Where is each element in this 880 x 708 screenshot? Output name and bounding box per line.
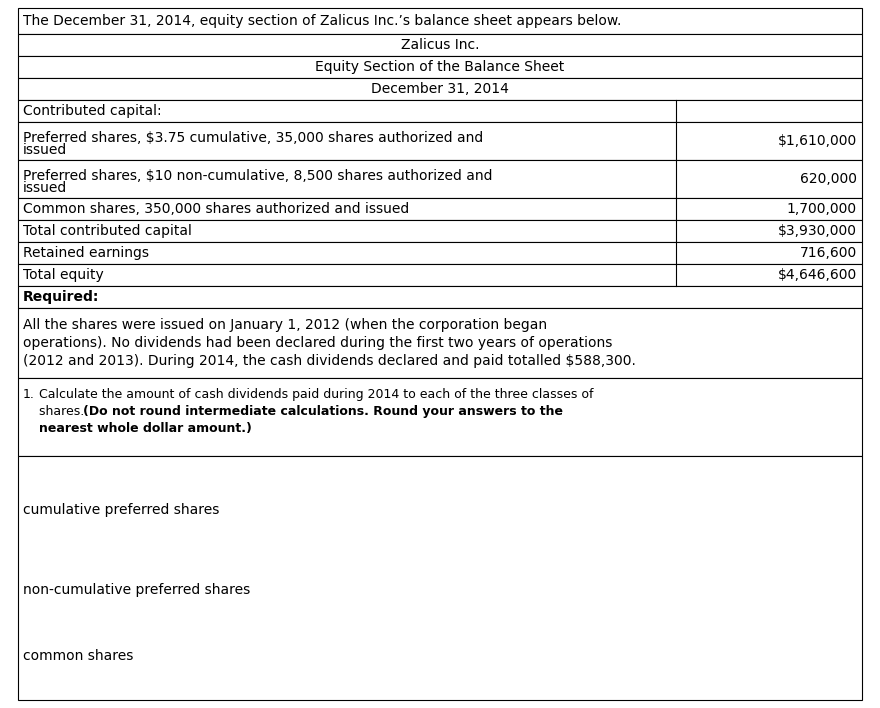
Bar <box>18 100 862 122</box>
Bar <box>18 34 862 56</box>
Bar <box>18 8 862 34</box>
Bar <box>18 308 862 378</box>
Text: Calculate the amount of cash dividends paid during 2014 to each of the three cla: Calculate the amount of cash dividends p… <box>39 388 593 401</box>
Text: $4,646,600: $4,646,600 <box>778 268 857 282</box>
Text: Preferred shares, $3.75 cumulative, 35,000 shares authorized and: Preferred shares, $3.75 cumulative, 35,0… <box>23 131 483 145</box>
Text: 1,700,000: 1,700,000 <box>787 202 857 216</box>
Text: 716,600: 716,600 <box>800 246 857 260</box>
Bar <box>18 78 862 100</box>
Text: operations). No dividends had been declared during the first two years of operat: operations). No dividends had been decla… <box>23 336 612 350</box>
Bar <box>18 286 862 308</box>
Text: The December 31, 2014, equity section of Zalicus Inc.’s balance sheet appears be: The December 31, 2014, equity section of… <box>23 14 621 28</box>
Bar <box>18 378 862 456</box>
Text: (Do not round intermediate calculations. Round your answers to the: (Do not round intermediate calculations.… <box>83 405 563 418</box>
Text: cumulative preferred shares: cumulative preferred shares <box>23 503 219 517</box>
Text: 620,000: 620,000 <box>800 172 857 186</box>
Bar <box>18 56 862 78</box>
Bar <box>18 220 862 242</box>
Text: nearest whole dollar amount.): nearest whole dollar amount.) <box>39 422 252 435</box>
Text: $3,930,000: $3,930,000 <box>778 224 857 238</box>
Bar <box>18 198 862 220</box>
Bar <box>18 122 862 160</box>
Text: (2012 and 2013). During 2014, the cash dividends declared and paid totalled $588: (2012 and 2013). During 2014, the cash d… <box>23 354 636 368</box>
Text: Equity Section of the Balance Sheet: Equity Section of the Balance Sheet <box>315 60 565 74</box>
Text: issued: issued <box>23 181 67 195</box>
Text: 1.: 1. <box>23 388 35 401</box>
Bar <box>18 160 862 198</box>
Text: $1,610,000: $1,610,000 <box>778 134 857 148</box>
Text: shares.: shares. <box>39 405 88 418</box>
Text: Preferred shares, $10 non-cumulative, 8,500 shares authorized and: Preferred shares, $10 non-cumulative, 8,… <box>23 169 493 183</box>
Bar <box>18 264 862 286</box>
Text: All the shares were issued on January 1, 2012 (when the corporation began: All the shares were issued on January 1,… <box>23 318 547 332</box>
Text: common shares: common shares <box>23 649 134 663</box>
Text: December 31, 2014: December 31, 2014 <box>371 82 509 96</box>
Text: Contributed capital:: Contributed capital: <box>23 104 162 118</box>
Bar <box>18 242 862 264</box>
Text: Common shares, 350,000 shares authorized and issued: Common shares, 350,000 shares authorized… <box>23 202 409 216</box>
Text: Total equity: Total equity <box>23 268 104 282</box>
Text: non-cumulative preferred shares: non-cumulative preferred shares <box>23 583 250 598</box>
Text: Retained earnings: Retained earnings <box>23 246 149 260</box>
Text: Required:: Required: <box>23 290 99 304</box>
Text: Total contributed capital: Total contributed capital <box>23 224 192 238</box>
Text: Zalicus Inc.: Zalicus Inc. <box>400 38 480 52</box>
Text: issued: issued <box>23 143 67 157</box>
Bar <box>18 456 862 700</box>
